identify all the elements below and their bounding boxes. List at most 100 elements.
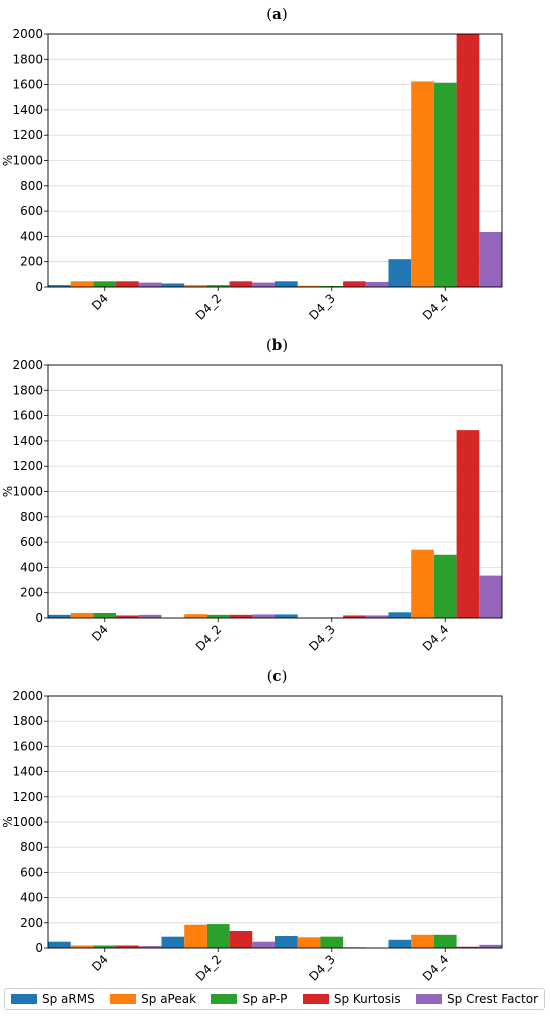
y-tick-label: 1200 — [12, 790, 43, 804]
bar — [252, 282, 275, 287]
bar — [433, 934, 457, 948]
x-tick-label: D4_4 — [420, 952, 451, 983]
legend-swatch — [110, 994, 137, 1004]
legend-label: Sp Kurtosis — [333, 992, 401, 1006]
legend-swatch — [302, 994, 329, 1004]
bar — [275, 281, 298, 287]
panel-label: (a) — [266, 5, 287, 23]
y-tick-label: 1600 — [12, 409, 43, 423]
plot-frame — [47, 695, 503, 949]
y-tick-label: 600 — [20, 865, 43, 879]
y-tick-label: 1600 — [12, 739, 43, 753]
bar — [479, 231, 502, 287]
bar — [411, 549, 434, 618]
bar — [184, 285, 207, 287]
y-tick-label: 200 — [20, 255, 43, 269]
bar — [479, 575, 502, 618]
y-tick-label: 1200 — [12, 459, 43, 473]
bar — [456, 34, 480, 287]
x-tick-label: D4_3 — [306, 952, 337, 983]
y-tick-label: 800 — [20, 179, 43, 193]
bar — [320, 936, 344, 948]
bar — [343, 615, 366, 618]
bar — [70, 281, 94, 287]
legend-label: Sp aRMS — [42, 992, 95, 1006]
y-tick-label: 1000 — [12, 485, 43, 499]
bar — [93, 945, 117, 948]
bar — [252, 614, 275, 618]
y-tick-label: 400 — [20, 229, 43, 243]
x-tick-label: D4_3 — [306, 291, 337, 322]
x-tick-label: D4_2 — [193, 291, 224, 322]
panel-label: (b) — [266, 336, 288, 354]
bar — [433, 554, 457, 618]
plot-frame — [47, 33, 503, 288]
legend-item-sp-apeak: Sp aPeak — [110, 992, 196, 1006]
bar — [388, 612, 412, 618]
y-axis-label: % — [1, 155, 15, 166]
y-tick-label: 400 — [20, 891, 43, 905]
y-tick-label: 1400 — [12, 103, 43, 117]
legend-item-sp-ap-p: Sp aP-P — [211, 992, 287, 1006]
bar — [138, 946, 162, 948]
legend-item-sp-crest-factor: Sp Crest Factor — [416, 992, 538, 1006]
y-tick-label: 1600 — [12, 78, 43, 92]
bar — [275, 614, 298, 618]
x-tick-label: D4_4 — [420, 622, 451, 653]
bar — [388, 259, 412, 287]
y-tick-label: 2000 — [12, 689, 43, 703]
y-tick-label: 1000 — [12, 815, 43, 829]
y-tick-label: 1400 — [12, 765, 43, 779]
bar — [479, 944, 502, 948]
bar — [48, 285, 71, 287]
bar — [138, 614, 162, 618]
bar — [206, 614, 230, 618]
bar — [229, 281, 253, 287]
x-tick-label: D4_2 — [193, 622, 224, 653]
y-tick-label: 2000 — [12, 27, 43, 41]
y-tick-label: 200 — [20, 586, 43, 600]
x-tick-label: D4_2 — [193, 952, 224, 983]
legend-label: Sp Crest Factor — [447, 992, 538, 1006]
y-tick-label: 600 — [20, 535, 43, 549]
bar — [388, 939, 412, 948]
plot-frame — [47, 364, 503, 619]
bar — [93, 281, 117, 287]
legend-swatch — [11, 994, 37, 1004]
legend-item-sp-kurtosis: Sp Kurtosis — [302, 992, 401, 1006]
bar — [229, 930, 253, 948]
y-tick-label: 1800 — [12, 383, 43, 397]
y-tick-label: 800 — [20, 510, 43, 524]
legend: Sp aRMS Sp aPeak Sp aP-P Sp Kurtosis Sp … — [4, 988, 545, 1010]
legend-label: Sp aP-P — [242, 992, 288, 1006]
bar — [456, 430, 480, 618]
chart-panel-a: (a) 0 200 400 600 800 1000 1200 1400 1600 1800 2000… — [1, 5, 503, 323]
y-tick-label: 1400 — [12, 434, 43, 448]
y-tick-label: 2000 — [12, 358, 43, 372]
bar — [184, 614, 207, 618]
bar — [229, 614, 253, 618]
x-tick-label: D4_3 — [306, 622, 337, 653]
legend-swatch — [416, 994, 443, 1004]
y-tick-label: 1800 — [12, 52, 43, 66]
bar — [297, 937, 321, 948]
bar — [48, 614, 71, 618]
y-tick-label: 0 — [35, 611, 43, 625]
y-tick-label: 1000 — [12, 154, 43, 168]
y-axis-label: % — [1, 816, 15, 827]
bar — [411, 81, 434, 287]
y-tick-label: 600 — [20, 204, 43, 218]
bar — [93, 612, 117, 618]
bar — [297, 285, 321, 287]
y-tick-label: 1800 — [12, 714, 43, 728]
bar — [252, 941, 275, 948]
bar — [48, 941, 71, 948]
bar — [411, 934, 434, 948]
legend-item-sp-arms: Sp aRMS — [11, 992, 95, 1006]
bar — [116, 945, 139, 948]
bar — [206, 285, 230, 287]
bar — [456, 946, 480, 948]
bar — [343, 281, 366, 287]
bar — [70, 612, 94, 618]
